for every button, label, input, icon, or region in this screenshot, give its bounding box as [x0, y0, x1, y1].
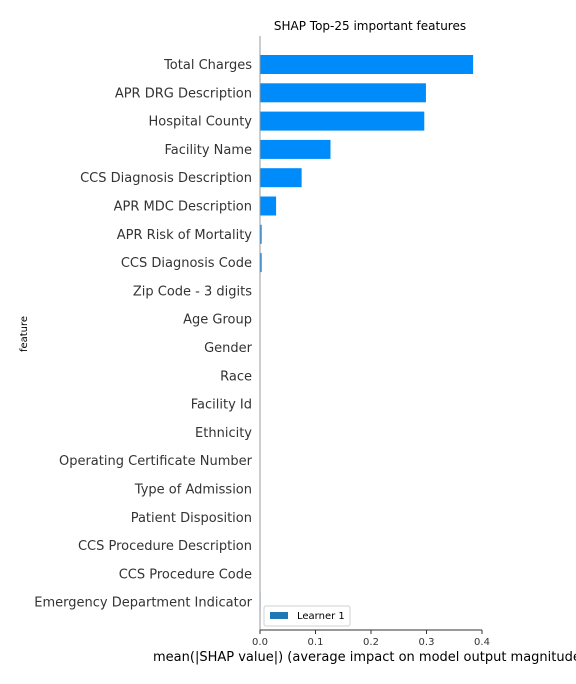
y-tick-label: Total Charges [163, 58, 252, 73]
y-tick-label: CCS Diagnosis Description [80, 171, 252, 186]
y-tick-label: Ethnicity [195, 426, 252, 441]
legend-box [263, 605, 351, 627]
x-tick-label: 0.0 [252, 637, 268, 648]
bar [260, 83, 426, 103]
bar [260, 253, 262, 273]
y-tick-label: APR Risk of Mortality [117, 228, 253, 243]
y-tick-label: Zip Code - 3 digits [133, 284, 252, 299]
y-tick-label: Facility Name [164, 143, 252, 158]
chart-title: SHAP Top-25 important features [274, 19, 466, 33]
bar [260, 168, 302, 188]
bar [260, 55, 474, 74]
y-tick-label: Hospital County [149, 115, 253, 130]
y-tick-label: Emergency Department Indicator [34, 596, 252, 611]
bar [260, 111, 425, 131]
y-tick-label: Patient Disposition [131, 511, 252, 526]
y-tick-label: Race [220, 369, 252, 384]
legend-label: Learner 1 [297, 611, 345, 622]
bars-group [260, 55, 474, 612]
y-tick-label: CCS Procedure Description [78, 539, 252, 554]
x-tick-label: 0.2 [363, 637, 379, 648]
bar [260, 196, 277, 216]
y-tick-label: Type of Admission [134, 483, 252, 498]
y-tick-labels: Total Charges APR DRG Description Hospital… [34, 58, 252, 611]
y-tick-label: APR MDC Description [114, 200, 252, 215]
y-tick-label: Facility Id [191, 398, 252, 413]
x-axis-label: mean(|SHAP value|) (average impact on mo… [153, 650, 576, 665]
legend-swatch [270, 612, 288, 619]
y-tick-label: CCS Procedure Code [119, 567, 252, 582]
y-axis-label: feature [19, 316, 30, 352]
x-tick-labels: 0.0 0.1 0.2 0.3 0.4 [252, 630, 490, 648]
legend: Learner 1 [263, 605, 351, 627]
y-tick-label: Age Group [183, 313, 252, 328]
y-tick-label: Gender [204, 341, 253, 356]
y-tick-label: Operating Certificate Number [59, 454, 253, 469]
x-tick-label: 0.3 [419, 637, 435, 648]
x-tick-label: 0.1 [308, 637, 324, 648]
bar [260, 224, 262, 244]
y-tick-label: CCS Diagnosis Code [121, 256, 252, 271]
bar [260, 139, 331, 159]
x-tick-label: 0.4 [474, 637, 490, 648]
y-tick-label: APR DRG Description [115, 86, 252, 101]
